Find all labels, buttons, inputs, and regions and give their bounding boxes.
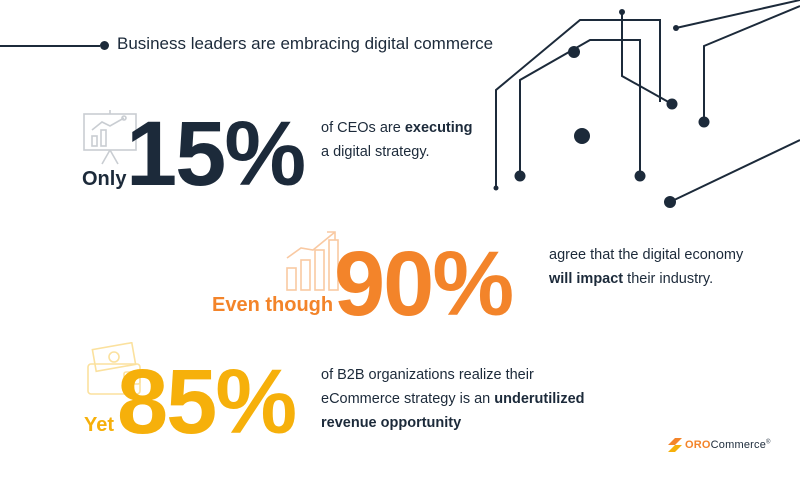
stat-value-15: 15% [126,103,306,205]
orocommerce-logo: OROCommerce® [668,438,771,452]
presentation-chart-icon [83,110,137,165]
stat-prefix-yet: Yet [84,414,115,436]
stat-description-b2b: of B2B organizations realize their eComm… [321,367,585,431]
stat-prefix-even-though: Even though [212,294,334,316]
header-rule [0,45,100,47]
stat-description-ceos: of CEOs are executing a digital strategy… [321,120,473,160]
stat-value-90: 90% [334,233,514,335]
stat-prefix-only: Only [82,168,127,190]
stat-value-85: 85% [117,351,297,453]
money-wallet-icon [87,342,141,395]
header-bullet [100,41,109,50]
oro-logo-icon [668,438,682,452]
logo-wordmark: OROCommerce® [685,439,771,451]
growth-bar-chart-icon [286,231,339,291]
stat-description-digital-economy: agree that the digital economy will impa… [549,247,744,287]
headline: Business leaders are embracing digital c… [117,34,494,53]
circuit-decoration [493,0,800,208]
